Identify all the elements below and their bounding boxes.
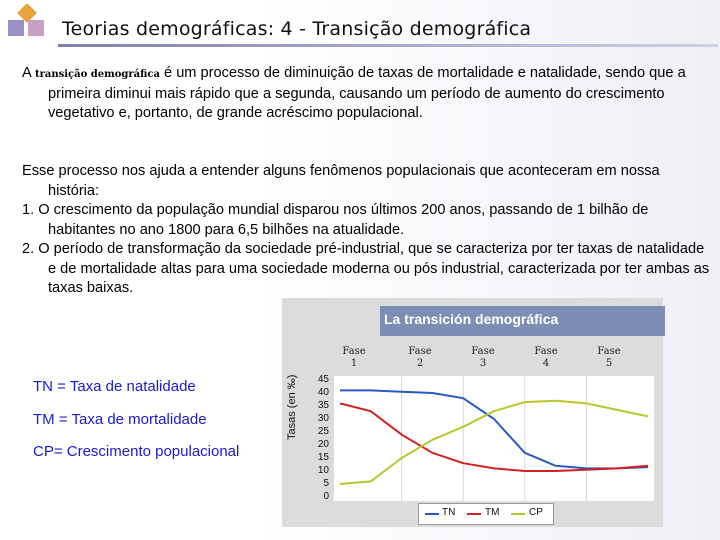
chart-y-tick-label: 0 [323,491,329,502]
chart-phase-label: Fase 4 [526,346,566,370]
chart-y-tick-label: 40 [317,387,329,398]
chart-phase-label: Fase 2 [400,346,440,370]
chart-y-tick-label: 20 [317,439,329,450]
history-item-2: 2. O período de transformação da socieda… [22,241,710,296]
chart-plot-area [334,376,654,501]
chart-legend-cp-swatch [511,513,525,515]
chart-phase-name: Fase [597,346,621,357]
chart-y-tick-label: 15 [317,452,329,463]
history-item-1: 1. O crescimento da população mundial di… [22,202,649,238]
chart-legend-cp: CP [529,507,543,518]
chart-y-tick-label: 5 [323,478,329,489]
chart-phase-number: 1 [350,358,358,369]
page-title: Teorias demográficas: 4 - Transição demo… [62,18,532,40]
legend-tn: TN = Taxa de natalidade [33,378,196,395]
chart-y-axis-title: Tasas (en ‰) [286,374,298,440]
chart-phase-number: 3 [479,358,487,369]
chart-legend-tn-swatch [425,513,439,515]
intro-rest: é um processo de diminuição de taxas de … [48,65,686,121]
chart-series-line-cp [339,399,649,485]
chart-phase-name: Fase [408,346,432,357]
intro-lead: A [22,65,35,81]
intro-paragraph: A transição demográfica é um processo de… [22,64,712,124]
chart-phase-name: Fase [342,346,366,357]
chart-phase-label: Fase 1 [334,346,374,370]
slide-logo-icon [8,4,44,36]
chart-phase-number: 2 [416,358,424,369]
chart-legend: TN TM CP [418,503,554,525]
history-intro: Esse processo nos ajuda a entender algun… [22,163,660,199]
history-paragraph: Esse processo nos ajuda a entender algun… [22,162,712,299]
chart-phase-name: Fase [534,346,558,357]
chart-plot [334,376,654,501]
intro-term: transição demográfica [34,69,160,80]
chart-phase-number: 4 [542,358,550,369]
chart-y-tick-label: 35 [317,400,329,411]
chart-y-tick-label: 25 [317,426,329,437]
legend-cp: CP= Crescimento populacional [33,443,240,460]
chart-series-line-tm [339,402,649,472]
legend-tm: TM = Taxa de mortalidade [33,411,207,428]
chart-y-tick-label: 10 [317,465,329,476]
chart-phase-number: 5 [605,358,613,369]
chart-phase-name: Fase [471,346,495,357]
chart-y-tick-label: 30 [317,413,329,424]
title-underline [58,44,718,47]
chart-title: La transición demográfica [384,311,559,327]
chart-legend-tm-swatch [467,513,481,515]
chart-phase-label: Fase 5 [589,346,629,370]
chart-title-bar [380,306,665,336]
chart-legend-tm: TM [485,507,500,518]
chart-y-tick-label: 45 [317,374,329,385]
chart-phase-label: Fase 3 [463,346,503,370]
chart-legend-tn: TN [442,507,456,518]
